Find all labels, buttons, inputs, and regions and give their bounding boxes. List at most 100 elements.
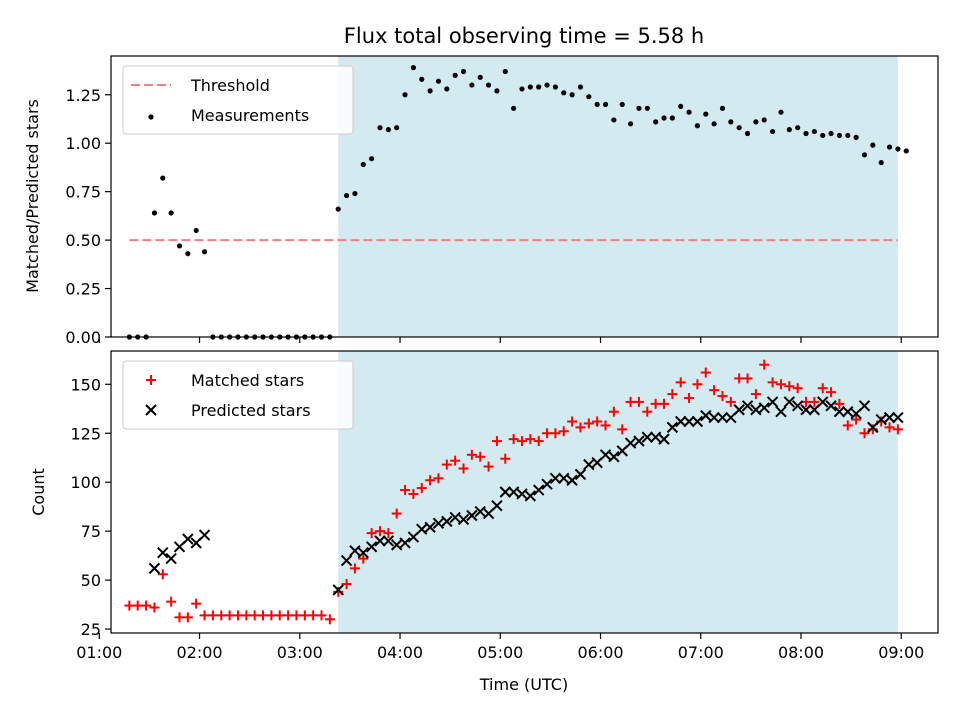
matched-star-point: [633, 396, 644, 407]
matched-star-point: [575, 422, 586, 433]
measurement-point: [485, 82, 492, 88]
x-stroke-b: [583, 458, 595, 471]
x-stroke-b: [516, 488, 528, 500]
predicted-star-point: [666, 421, 679, 434]
measurement-point: [494, 88, 500, 94]
measurement-point: [552, 84, 559, 90]
series-plus-markers: [124, 359, 903, 625]
matched-star-point: [425, 475, 436, 486]
matched-star-point: [717, 391, 728, 402]
measurement-point: [669, 115, 675, 121]
measurement-point: [836, 132, 843, 139]
plot-frame: [110, 350, 939, 634]
matched-star-point: [558, 426, 569, 437]
x-stroke-b: [382, 535, 395, 547]
x-stroke-b: [416, 523, 428, 535]
measurement-point: [343, 192, 350, 199]
measurement-point: [460, 68, 467, 75]
predicted-star-point: [182, 533, 194, 545]
x-axis-label: Time (UTC): [479, 675, 568, 694]
plot-frame: [110, 55, 939, 338]
matched-star-point: [826, 387, 837, 398]
matched-star-point: [400, 485, 411, 496]
predicted-star-point: [608, 451, 620, 463]
measurement-point: [861, 152, 868, 158]
measurement-point: [193, 227, 199, 234]
matched-star-point: [516, 436, 527, 447]
measurement-point: [711, 121, 717, 127]
predicted-star-point: [817, 396, 829, 408]
measurement-point: [803, 130, 809, 137]
x-stroke-b: [817, 396, 829, 408]
matched-star-point: [224, 610, 235, 621]
predicted-star-point: [649, 431, 662, 443]
matched-star-point: [316, 610, 327, 621]
measurement-point: [719, 105, 726, 111]
predicted-star-point: [165, 552, 177, 565]
matched-star-point: [859, 428, 870, 439]
predicted-star-point: [599, 449, 612, 461]
measurement-point: [845, 132, 851, 139]
predicted-star-point: [741, 400, 754, 412]
measurement-point: [627, 121, 634, 127]
predicted-star-point: [466, 509, 478, 522]
x-stroke-b: [441, 515, 453, 528]
measurement-point: [519, 86, 525, 92]
matched-star-point: [308, 610, 319, 621]
measurement-point: [795, 125, 801, 131]
matched-star-point: [500, 453, 511, 464]
y-tick-label: 50: [81, 571, 101, 590]
x-stroke-b: [198, 529, 211, 541]
y-tick-label: 150: [70, 375, 101, 394]
matched-star-point: [475, 451, 486, 462]
measurement-point: [527, 84, 533, 90]
measurement-point: [435, 78, 442, 84]
predicted-star-point: [633, 435, 645, 447]
predicted-star-point: [783, 396, 796, 408]
matched-star-point: [266, 610, 277, 621]
matched-star-point: [750, 389, 761, 400]
predicted-star-point: [399, 537, 411, 549]
measurement-point: [502, 68, 508, 75]
predicted-star-point: [683, 415, 695, 428]
matched-star-point: [775, 379, 786, 390]
predicted-star-point: [198, 529, 211, 541]
x-stroke-b: [558, 472, 570, 484]
predicted-star-point: [700, 409, 712, 422]
predicted-star-point: [833, 406, 846, 418]
measurement-point: [694, 123, 701, 129]
matched-star-point: [617, 424, 628, 435]
x-stroke-b: [833, 406, 846, 418]
x-tick-label: 04:00: [377, 643, 423, 662]
x-tick-label: 05:00: [477, 643, 523, 662]
predicted-star-point: [157, 547, 169, 559]
matched-star-point: [391, 508, 402, 519]
matched-star-point: [441, 459, 452, 470]
measurement-point: [886, 144, 893, 150]
predicted-star-point: [474, 505, 486, 518]
x-stroke-b: [340, 554, 353, 567]
legend: Threshold Measurements: [122, 65, 354, 135]
matched-star-point: [216, 610, 227, 621]
measurement-point: [895, 146, 901, 152]
x-stroke-b: [791, 400, 804, 412]
matched-star-point: [525, 434, 536, 445]
x-stroke-b: [624, 437, 637, 449]
x-tick-label: 08:00: [778, 643, 824, 662]
matched-star-point: [725, 396, 736, 407]
matched-star-point: [149, 602, 160, 613]
measurement-point: [402, 92, 408, 98]
y-tick-label: 1.25: [65, 86, 101, 105]
predicted-star-point: [382, 535, 395, 547]
matched-star-point: [817, 383, 828, 394]
predicted-star-point: [524, 490, 537, 502]
matched-star-point: [842, 420, 853, 431]
matched-star-point: [274, 610, 285, 621]
matched-star-point: [684, 393, 695, 403]
x-stroke-b: [182, 533, 194, 545]
x-stroke-b: [858, 400, 871, 412]
measurement-point: [753, 119, 759, 125]
matched-star-point: [667, 389, 678, 400]
x-stroke-b: [566, 474, 578, 486]
